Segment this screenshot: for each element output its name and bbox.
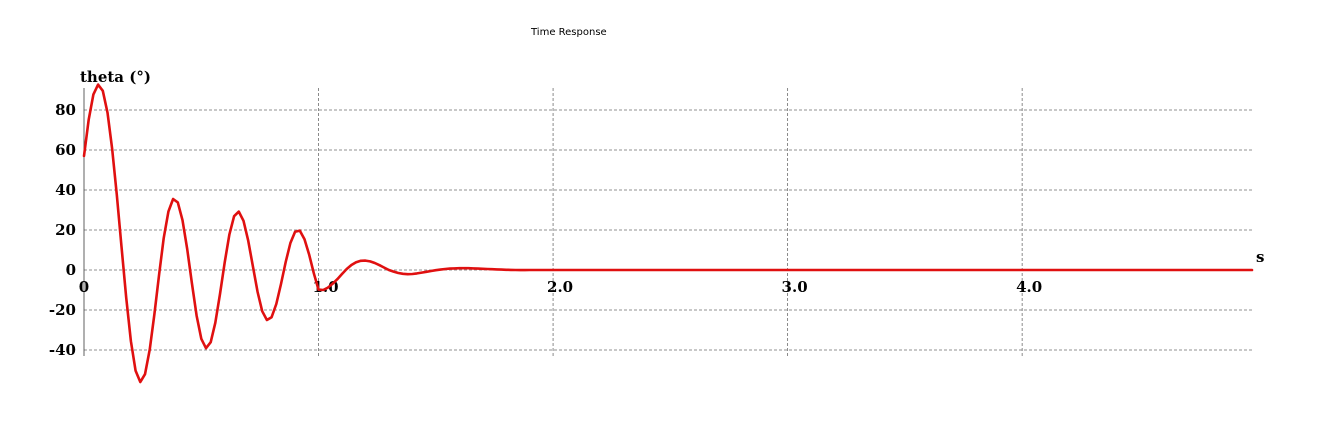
series-layer xyxy=(82,83,1254,384)
y-tick-label: -40 xyxy=(49,341,76,359)
x-tick-label: 3.0 xyxy=(782,278,808,296)
y-tick-label: 80 xyxy=(55,101,76,119)
x-tick-label: 1.0 xyxy=(312,278,338,296)
y-tick-label: 40 xyxy=(55,181,76,199)
chart-title: Time Response xyxy=(531,27,607,38)
series-line-0 xyxy=(82,83,1254,384)
grid xyxy=(84,88,1252,356)
y-axis-label: theta (°) xyxy=(80,68,151,86)
x-tick-label: 2.0 xyxy=(547,278,573,296)
y-tick-label: 60 xyxy=(55,141,76,159)
x-tick-label: 4.0 xyxy=(1016,278,1042,296)
x-axis-label: s xyxy=(1256,248,1264,266)
x-tick-label: 0 xyxy=(79,278,89,296)
y-tick-label: 0 xyxy=(66,261,76,279)
y-tick-label: -20 xyxy=(49,301,76,319)
y-tick-label: 20 xyxy=(55,221,76,239)
